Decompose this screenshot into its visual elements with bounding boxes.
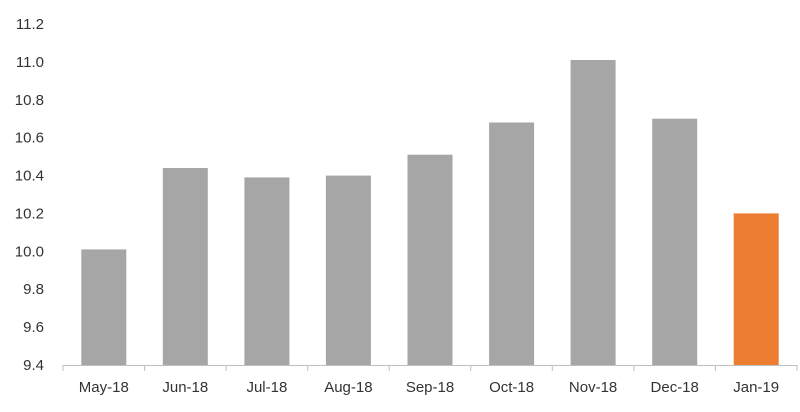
y-tick-label: 9.4 <box>23 357 44 374</box>
x-tick-label: May-18 <box>79 379 129 396</box>
x-tick-label: Aug-18 <box>324 379 372 396</box>
y-tick-label: 9.8 <box>23 281 44 298</box>
y-tick-label: 10.0 <box>15 243 44 260</box>
y-tick-label: 11.0 <box>16 54 44 71</box>
x-axis-tick-labels: May-18 Jun-18 Jul-18 Aug-18 Sep-18 Oct-18 Nov-… <box>79 379 779 396</box>
bar-series <box>81 60 779 365</box>
x-tick-label: Nov-18 <box>569 379 617 396</box>
x-tick-label: Jan-19 <box>733 379 779 396</box>
x-tick-label: Jul-18 <box>246 379 287 396</box>
y-tick-label: 9.6 <box>23 319 44 336</box>
bar-dec-18 <box>652 118 698 365</box>
x-axis-tick-marks <box>62 365 798 371</box>
x-tick-label: Jun-18 <box>162 379 208 396</box>
x-tick-label: Oct-18 <box>489 379 534 396</box>
x-tick-label: Dec-18 <box>651 379 699 396</box>
bar-aug-18 <box>325 175 371 365</box>
y-axis-tick-labels: 9.4 9.6 9.8 10.0 10.2 10.4 10.6 10.8 11.0 11.2 <box>15 16 44 374</box>
bar-jul-18 <box>244 177 290 365</box>
x-tick-label: Sep-18 <box>406 379 454 396</box>
bar-jun-18 <box>162 168 208 365</box>
y-tick-label: 10.4 <box>15 168 44 185</box>
bar-nov-18 <box>570 60 616 365</box>
bar-oct-18 <box>489 122 535 365</box>
bar-may-18 <box>81 249 127 365</box>
y-tick-label: 11.2 <box>16 16 44 33</box>
y-tick-label: 10.2 <box>15 205 44 222</box>
y-tick-label: 10.6 <box>15 130 44 147</box>
bar-sep-18 <box>407 154 453 365</box>
y-tick-label: 10.8 <box>15 92 44 109</box>
bar-jan-19 <box>733 213 779 365</box>
